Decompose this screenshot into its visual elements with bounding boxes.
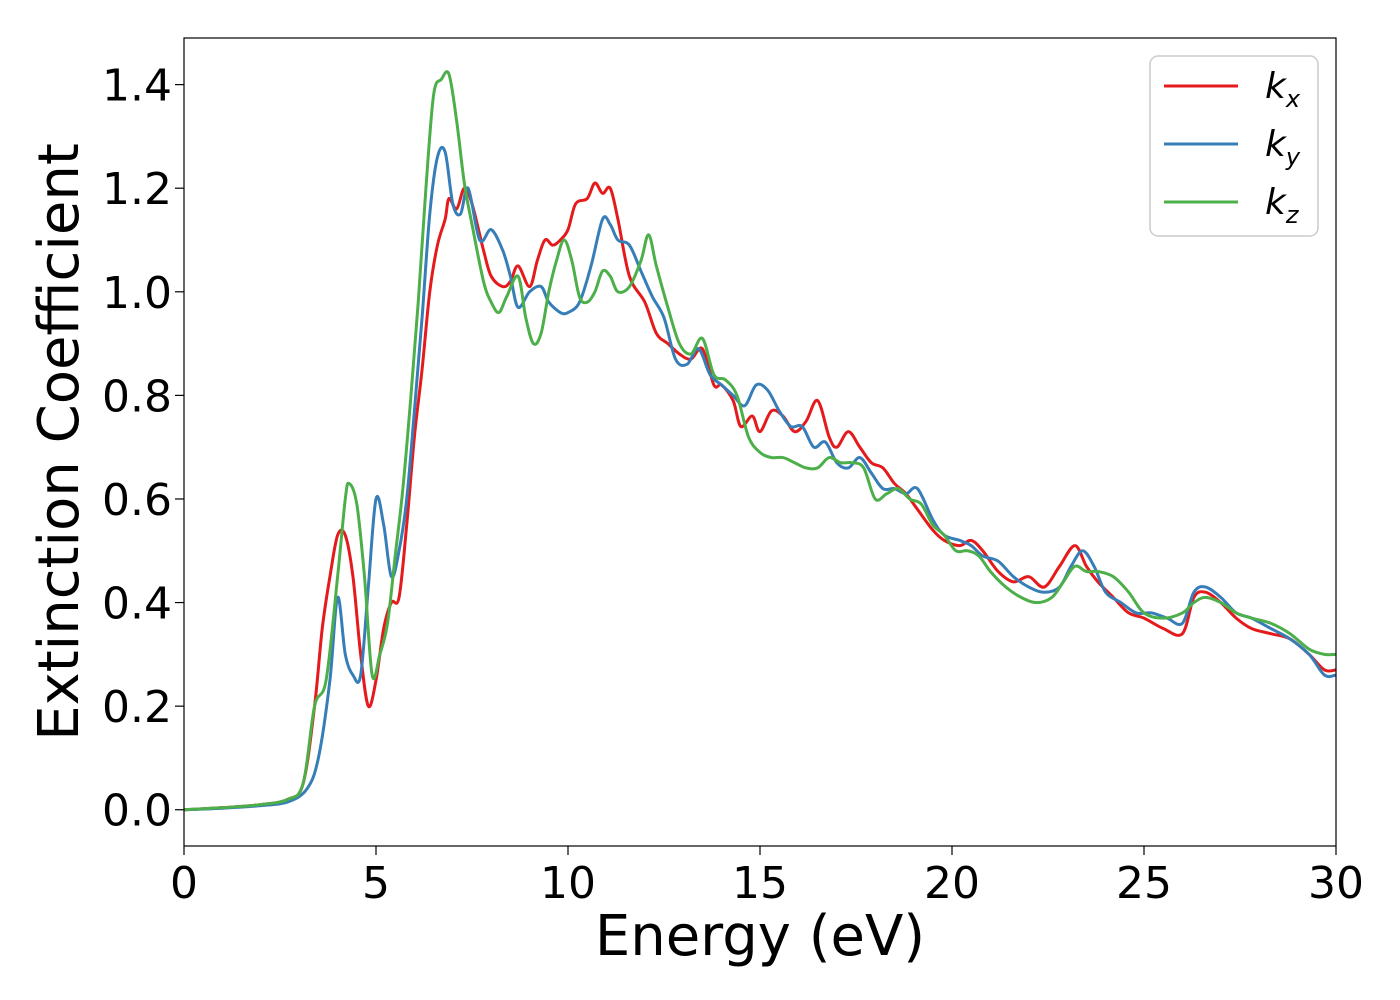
- x-tick-label: 0: [170, 858, 198, 909]
- legend-label-base: k: [1265, 124, 1288, 165]
- legend-box: [1149, 55, 1319, 237]
- x-tick-label: 25: [1116, 858, 1172, 909]
- legend-label: kz: [1265, 182, 1300, 229]
- legend-label-base: k: [1265, 66, 1288, 107]
- y-axis-title: Extinction Coefficient: [27, 143, 92, 741]
- x-tick-label: 5: [362, 858, 390, 909]
- y-tick-label: 1.2: [102, 164, 172, 215]
- x-axis-title: Energy (eV): [595, 904, 925, 969]
- y-axis-ticks: 0.0 0.2 0.4 0.6 0.8 1.0 1.2 1.4: [102, 61, 184, 837]
- x-tick-label: 15: [732, 858, 788, 909]
- legend-label-subscript: y: [1285, 143, 1301, 171]
- legend-label: ky: [1265, 124, 1301, 171]
- y-tick-label: 1.4: [102, 61, 172, 112]
- x-tick-label: 20: [924, 858, 980, 909]
- legend-label: kx: [1265, 66, 1301, 113]
- x-tick-label: 30: [1308, 858, 1364, 909]
- series-line-k-z: [184, 70, 1336, 812]
- y-tick-label: 0.2: [102, 682, 172, 733]
- legend-label-subscript: z: [1285, 201, 1300, 229]
- y-tick-label: 0.6: [102, 475, 172, 526]
- series-layer: [184, 70, 1336, 812]
- y-tick-label: 0.8: [102, 371, 172, 422]
- series-line-k-y: [184, 145, 1336, 812]
- y-tick-label: 0.0: [102, 786, 172, 837]
- legend-label-subscript: x: [1285, 85, 1301, 113]
- legend-label-base: k: [1265, 182, 1288, 223]
- y-tick-label: 0.4: [102, 579, 172, 630]
- y-tick-label: 1.0: [102, 268, 172, 319]
- x-axis-ticks: 0 5 10 15 20 25 30: [170, 846, 1364, 909]
- series-line-k-x: [184, 181, 1336, 812]
- x-tick-label: 10: [540, 858, 596, 909]
